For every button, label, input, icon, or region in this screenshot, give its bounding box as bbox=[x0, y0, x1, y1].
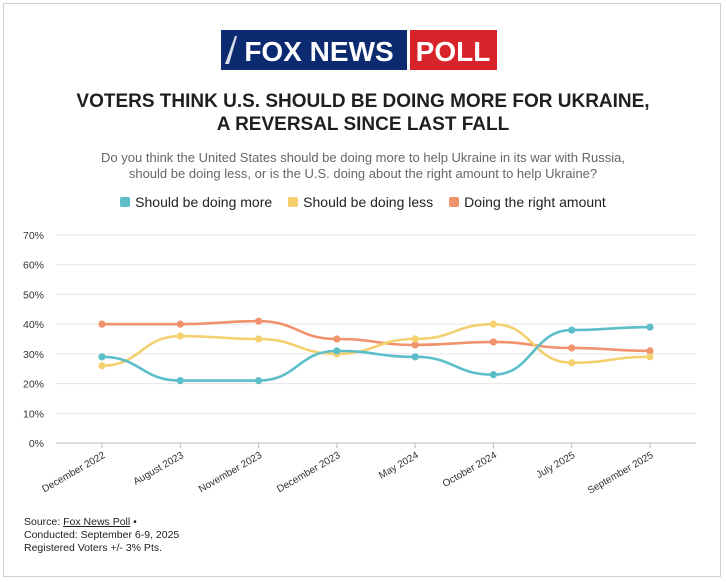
source-suffix: • bbox=[130, 516, 137, 528]
chart-card bbox=[3, 3, 721, 577]
legend-item-right-amount[interactable]: Doing the right amount bbox=[449, 194, 606, 210]
data-point bbox=[176, 377, 184, 385]
fox-news-poll-logo: FOX NEWS POLL bbox=[221, 30, 497, 70]
source-note: Source: Fox News Poll • Conducted: Septe… bbox=[24, 516, 179, 555]
data-point bbox=[411, 335, 419, 343]
logo-poll-text: POLL bbox=[416, 36, 491, 67]
data-point bbox=[254, 317, 263, 325]
source-prefix: Source: bbox=[24, 516, 64, 528]
y-tick-label: 70% bbox=[23, 230, 44, 242]
data-point bbox=[98, 320, 106, 328]
x-tick-label: November 2023 bbox=[197, 450, 264, 495]
legend-label-more: Should be doing more bbox=[135, 194, 273, 210]
y-tick-label: 0% bbox=[29, 438, 44, 450]
data-point bbox=[489, 371, 498, 379]
y-tick-label: 20% bbox=[23, 379, 44, 391]
data-point bbox=[254, 335, 263, 343]
y-tick-label: 50% bbox=[23, 289, 44, 301]
source-link[interactable]: Fox News Poll bbox=[63, 516, 131, 528]
x-tick-label: December 2023 bbox=[275, 450, 342, 495]
legend-label-less: Should be doing less bbox=[303, 194, 434, 210]
data-point bbox=[568, 326, 576, 334]
x-tick-label: September 2025 bbox=[586, 450, 656, 497]
y-tick-label: 40% bbox=[23, 319, 44, 331]
x-tick-label: December 2022 bbox=[40, 450, 107, 495]
legend-label-right-amount: Doing the right amount bbox=[464, 194, 606, 210]
conducted-dates: Conducted: September 6-9, 2025 bbox=[24, 529, 180, 541]
x-tick-label: May 2024 bbox=[377, 450, 421, 482]
data-point bbox=[98, 353, 106, 361]
data-point bbox=[568, 344, 576, 352]
y-tick-label: 10% bbox=[23, 408, 44, 420]
x-tick-label: July 2025 bbox=[535, 450, 578, 481]
series-line bbox=[100, 325, 652, 382]
data-point bbox=[176, 320, 184, 328]
data-point bbox=[489, 320, 498, 328]
chart-title-line-2: A REVERSAL SINCE LAST FALL bbox=[216, 114, 510, 135]
legend-item-more[interactable]: Should be doing more bbox=[120, 194, 272, 210]
data-point bbox=[646, 353, 654, 361]
data-point bbox=[176, 332, 184, 340]
chart-legend: Should be doing more Should be doing les… bbox=[0, 194, 726, 210]
x-tick-label: August 2023 bbox=[132, 450, 187, 488]
logo-brand-text: FOX NEWS bbox=[244, 36, 393, 67]
line-chart: 0% 10% 20% 30% 40% 50% 60% 70% December 2022 Augu… bbox=[23, 230, 696, 497]
chart-subtitle-line-2: should be doing less, or is the U.S. doi… bbox=[128, 166, 598, 181]
data-point bbox=[489, 338, 498, 346]
chart-subtitle-line-1: Do you think the United States should be… bbox=[101, 150, 625, 165]
legend-swatch-right-amount bbox=[449, 197, 460, 207]
data-point bbox=[98, 362, 106, 370]
sample-margin: Registered Voters +/- 3% Pts. bbox=[24, 542, 163, 554]
y-tick-label: 60% bbox=[23, 260, 44, 272]
chart-title: VOTERS THINK U.S. SHOULD BE DOING MORE F… bbox=[0, 90, 726, 136]
legend-swatch-more bbox=[120, 197, 131, 207]
series-line bbox=[100, 319, 652, 353]
legend-item-less[interactable]: Should be doing less bbox=[288, 194, 433, 210]
data-point bbox=[333, 335, 341, 343]
data-point bbox=[411, 341, 419, 349]
series-line bbox=[100, 322, 652, 368]
chart-subtitle: Do you think the United States should be… bbox=[0, 150, 726, 182]
data-point bbox=[646, 323, 654, 331]
data-point bbox=[333, 347, 341, 355]
data-point bbox=[254, 377, 263, 385]
data-point bbox=[568, 359, 576, 367]
chart-title-line-1: VOTERS THINK U.S. SHOULD BE DOING MORE F… bbox=[76, 91, 650, 112]
data-point bbox=[411, 353, 419, 361]
legend-swatch-less bbox=[288, 197, 299, 207]
y-tick-label: 30% bbox=[23, 349, 44, 361]
data-point bbox=[646, 347, 654, 355]
x-tick-label: October 2024 bbox=[441, 450, 499, 490]
source-line: Source: Fox News Poll • bbox=[24, 516, 179, 529]
